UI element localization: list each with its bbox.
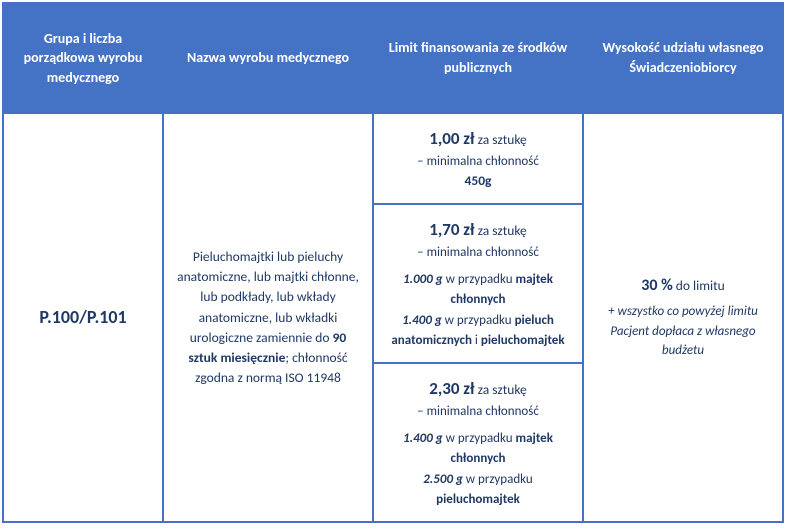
group-code: P.100/P.101 — [39, 304, 126, 331]
limit-3-line1-txt: w przypadku — [443, 431, 516, 446]
header-product: Nazwa wyrobu medycznego — [163, 3, 373, 113]
limit-cell-3: 2,30 zł za sztukę – minimalna chłonność … — [373, 363, 583, 522]
limit-2-price: 1,70 zł — [429, 219, 474, 240]
product-desc-cell: Pieluchomajtki lub pieluchy anatomiczne,… — [163, 113, 373, 522]
share-pct-suffix: do limitu — [673, 277, 725, 294]
limit-3-line1-val: 1.400 g — [403, 431, 443, 446]
limit-3-line-1: 1.400 g w przypadku majtek chłonnych — [384, 429, 572, 468]
limit-cell-2: 1,70 zł za sztukę – minimalna chłonność … — [373, 204, 583, 363]
limit-2-line-1: 1.000 g w przypadku majtek chłonnych — [384, 270, 572, 309]
pricing-table: Grupa i liczba porządkowa wyrobu medyczn… — [2, 2, 784, 523]
share-cell: 30 % do limitu + wszystko co powyżej lim… — [583, 113, 783, 522]
limit-3-min-label: – minimalna chłonność — [417, 402, 539, 422]
limit-3-line2-val: 2.500 g — [423, 472, 463, 487]
limit-2-per: za sztukę — [475, 222, 527, 239]
limit-2-line2-and: i — [472, 333, 481, 348]
limit-3-line2-prod: pieluchomajtek — [436, 492, 520, 507]
header-limit: Limit finansowania ze środków publicznyc… — [373, 3, 583, 113]
limit-2-line-2: 1.400 g w przypadku pieluch anatomicznyc… — [384, 311, 572, 350]
limit-2-line2-val: 1.400 g — [402, 313, 442, 328]
limit-2-line2-txt: w przypadku — [442, 313, 515, 328]
group-code-cell: P.100/P.101 — [3, 113, 163, 522]
limit-3-per: za sztukę — [475, 381, 527, 398]
limit-2-line1-val: 1.000 g — [403, 272, 443, 287]
limit-2-line1-txt: w przypadku — [443, 272, 516, 287]
product-desc: Pieluchomajtki lub pieluchy anatomiczne,… — [174, 247, 362, 389]
limit-cell-1: 1,00 zł za sztukę – minimalna chłonność … — [373, 113, 583, 204]
share-pct-row: 30 % do limitu — [641, 274, 725, 298]
limit-1-per: za sztukę — [475, 131, 527, 148]
limit-3-line-2: 2.500 g w przypadku pieluchomajtek — [384, 470, 572, 509]
header-group: Grupa i liczba porządkowa wyrobu medyczn… — [3, 3, 163, 113]
header-share: Wysokość udziału własnego Świadczeniobio… — [583, 3, 783, 113]
share-note: + wszystko co powyżej limitu Pacjent dop… — [594, 302, 772, 361]
limit-price-row: 1,70 zł za sztukę — [429, 217, 527, 243]
limit-price-row: 2,30 zł za sztukę — [429, 376, 527, 402]
limit-price-row: 1,00 zł za sztukę — [429, 126, 527, 152]
limit-3-line2-txt: w przypadku — [463, 472, 533, 487]
limit-1-min-value: 450g — [465, 171, 492, 191]
limit-3-price: 2,30 zł — [429, 378, 474, 399]
limit-1-price: 1,00 zł — [429, 128, 474, 149]
limit-2-line2-prod2: pieluchomajtek — [481, 333, 565, 348]
limit-1-min-label: – minimalna chłonność — [417, 152, 539, 172]
limit-2-min-label: – minimalna chłonność — [417, 243, 539, 263]
share-pct: 30 % — [641, 276, 673, 295]
